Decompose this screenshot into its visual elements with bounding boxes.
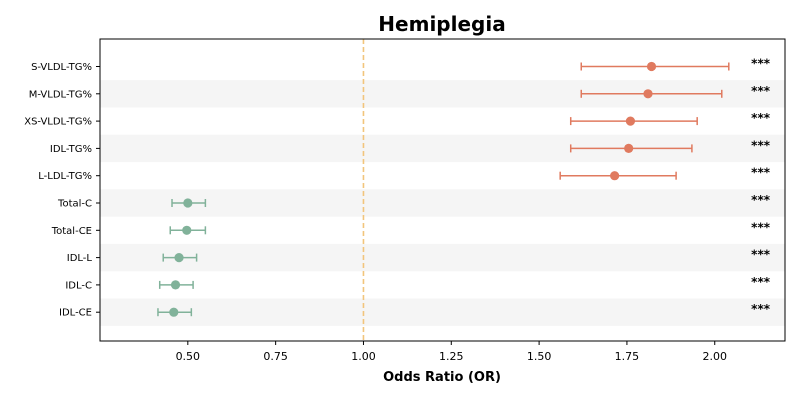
or-point xyxy=(625,116,636,126)
x-tick-label: 1.50 xyxy=(527,350,552,363)
chart-title: Hemiplegia xyxy=(378,12,505,36)
x-axis-ticks: 0.50 0.75 1.00 1.25 1.50 1.75 2.00 xyxy=(176,341,727,363)
x-tick-label: 1.25 xyxy=(439,350,464,363)
y-tick-label: IDL-TG% xyxy=(50,144,92,155)
y-tick-label: IDL-CE xyxy=(59,308,92,319)
significance-label: *** xyxy=(751,248,771,262)
or-point xyxy=(643,89,653,99)
x-tick-label: 0.50 xyxy=(176,350,201,363)
significance-label: *** xyxy=(751,220,771,234)
row-band xyxy=(100,243,785,272)
or-point xyxy=(610,171,620,181)
y-tick-label: M-VLDL-TG% xyxy=(29,89,92,100)
row-band xyxy=(100,298,785,326)
or-point xyxy=(183,198,193,208)
significance-label: *** xyxy=(751,111,771,125)
y-tick-label: L-LDL-TG% xyxy=(38,171,92,182)
y-tick-label: S-VLDL-TG% xyxy=(31,62,92,73)
plot-frame xyxy=(99,38,786,342)
or-point xyxy=(170,280,181,290)
y-tick-label: IDL-L xyxy=(67,253,93,264)
significance-label: *** xyxy=(751,302,771,316)
x-tick-label: 1.75 xyxy=(615,350,640,363)
x-tick-label: 2.00 xyxy=(702,350,727,363)
y-tick-label: XS-VLDL-TG% xyxy=(24,117,92,128)
y-tick-label: Total-C xyxy=(57,199,92,210)
significance-label: *** xyxy=(751,193,771,207)
or-point xyxy=(646,61,657,72)
significance-label: *** xyxy=(751,138,771,152)
or-point xyxy=(182,225,192,235)
or-point xyxy=(169,307,179,317)
x-tick-label: 1.00 xyxy=(351,350,376,363)
significance-label: *** xyxy=(751,57,771,71)
plot-marks: *** *** *** *** *** *** *** *** *** *** xyxy=(157,57,771,317)
y-axis-ticks: S-VLDL-TG% M-VLDL-TG% XS-VLDL-TG% IDL-TG% L-… xyxy=(24,62,100,319)
or-point xyxy=(624,143,634,153)
y-tick-label: IDL-C xyxy=(65,280,92,291)
significance-label: *** xyxy=(751,275,771,289)
or-point xyxy=(174,253,184,263)
significance-label: *** xyxy=(751,166,771,180)
y-tick-label: Total-CE xyxy=(51,226,92,237)
x-tick-label: 0.75 xyxy=(263,350,288,363)
row-band xyxy=(100,189,785,217)
x-axis-label: Odds Ratio (OR) xyxy=(383,370,501,385)
significance-label: *** xyxy=(751,84,771,98)
